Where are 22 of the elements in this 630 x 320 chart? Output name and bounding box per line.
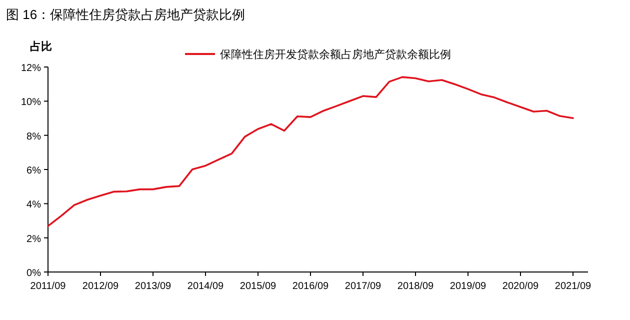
x-tick-label: 2021/09 [554,281,592,292]
x-tick-label: 2019/09 [450,281,487,292]
y-tick-label: 12% [20,63,42,74]
x-tick-label: 2014/09 [187,281,224,292]
x-tick-label: 2011/09 [30,281,66,292]
y-tick-label: 0% [26,268,42,279]
y-tick-label: 8% [26,131,42,142]
x-tick-label: 2012/09 [82,281,120,292]
y-tick-label: 10% [20,97,42,108]
x-tick-label: 2013/09 [134,281,172,292]
y-axis-title: 占比 [30,40,52,53]
x-tick-label: 2020/09 [502,281,540,292]
x-tick-label: 2016/09 [292,281,330,292]
line-series [47,76,574,227]
y-tick-label: 4% [26,200,42,211]
x-tick-label: 2017/09 [344,281,382,292]
y-tick-label: 2% [26,234,42,245]
y-tick-label: 6% [26,166,42,176]
legend-label: 保障性住房开发贷款余额占房地产贷款余额比例 [220,48,451,61]
chart-title: 图 16：保障性住房贷款占房地产贷款比例 [6,7,246,22]
x-tick-label: 2018/09 [397,281,434,292]
x-tick-label: 2015/09 [240,281,277,292]
